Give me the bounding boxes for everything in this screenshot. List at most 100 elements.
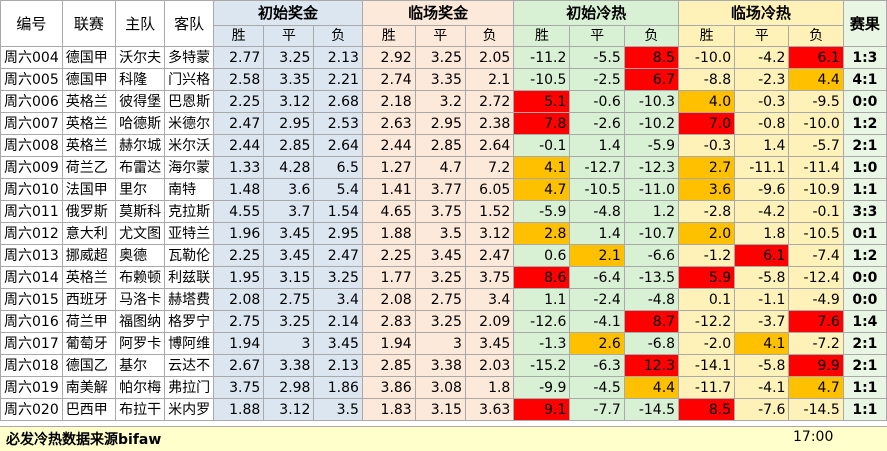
cell-live-heat-win: 0.1 xyxy=(678,288,736,311)
cell-init-odds-lose: 2.47 xyxy=(313,244,363,267)
header-init-draw: 平 xyxy=(263,25,315,47)
cell-live-odds-win: 1.88 xyxy=(361,222,416,245)
cell-result: 4:1 xyxy=(842,68,887,91)
cell-init-odds-lose: 2.14 xyxy=(313,310,363,333)
cell-live-odds-draw: 3.08 xyxy=(414,376,466,399)
cell-init-heat-draw: 2.1 xyxy=(569,244,625,267)
cell-live-heat-draw: -1.1 xyxy=(734,288,790,311)
cell-id: 周六006 xyxy=(0,90,63,113)
cell-live-odds-lose: 2.47 xyxy=(464,244,515,267)
cell-init-heat-draw: -0.6 xyxy=(569,90,625,113)
table-row: 周六017 葡萄牙 阿罗卡 博阿维 1.94 3 3.45 1.94 3 3.45 -1.3 2.6-… xyxy=(0,332,887,355)
footer-bar: 必发冷热数据来源bifaw 17:00 xyxy=(0,426,887,451)
cell-live-odds-draw: 4.7 xyxy=(414,156,466,179)
table-row: 周六012 意大利 尤文图 亚特兰 1.96 3.45 2.95 1.88 3.5 3.12 2.8… xyxy=(0,222,887,245)
cell-init-heat-draw: -10.5 xyxy=(569,178,625,201)
cell-init-odds-win: 1.48 xyxy=(213,178,265,201)
cell-init-odds-draw: 3.45 xyxy=(263,244,315,267)
cell-result: 1:2 xyxy=(842,112,887,135)
cell-init-heat-draw: -5.5 xyxy=(569,46,625,69)
cell-init-heat-lose: 6.7 xyxy=(623,68,680,91)
cell-live-heat-draw: -3.7 xyxy=(734,310,790,333)
header-row-sub: 胜 平 负 胜 平 负 胜 平 负 胜 平 负 xyxy=(1,25,887,47)
cell-live-heat-win: -2.0 xyxy=(678,332,736,355)
cell-live-odds-draw: 3.45 xyxy=(414,244,466,267)
cell-live-odds-draw: 2.75 xyxy=(414,288,466,311)
cell-away: 利兹联 xyxy=(164,266,215,289)
table-row: 周六013 挪威超 奥德 瓦勒伦 2.25 3.45 2.47 2.25 3.45 2.47 0.6… xyxy=(0,244,887,267)
cell-id: 周六020 xyxy=(0,398,63,421)
header-iheat-win: 胜 xyxy=(513,25,571,47)
cell-init-odds-draw: 3.15 xyxy=(263,266,315,289)
cell-result: 2:1 xyxy=(842,354,887,377)
cell-league: 西班牙 xyxy=(61,288,117,311)
cell-live-heat-lose: -7.4 xyxy=(788,244,844,267)
cell-league: 巴西甲 xyxy=(61,398,117,421)
cell-away: 云达不 xyxy=(164,354,215,377)
cell-result: 1:4 xyxy=(842,310,887,333)
cell-result: 0:1 xyxy=(842,222,887,245)
header-iheat-lose: 负 xyxy=(623,25,680,47)
cell-league: 英格兰 xyxy=(61,266,117,289)
cell-live-heat-win: -8.8 xyxy=(678,68,736,91)
cell-init-heat-win: 1.1 xyxy=(513,288,571,311)
cell-init-odds-lose: 2.13 xyxy=(313,46,363,69)
cell-live-odds-lose: 3.4 xyxy=(464,288,515,311)
cell-away: 弗拉门 xyxy=(164,376,215,399)
table-row: 周六014 英格兰 布赖顿 利兹联 1.95 3.15 3.25 1.77 3.25 3.75 8.… xyxy=(0,266,887,289)
cell-live-odds-lose: 2.09 xyxy=(464,310,515,333)
cell-live-odds-lose: 6.05 xyxy=(464,178,515,201)
cell-live-odds-draw: 2.85 xyxy=(414,134,466,157)
cell-result: 1:1 xyxy=(842,178,887,201)
cell-init-odds-win: 1.96 xyxy=(213,222,265,245)
cell-home: 哈德斯 xyxy=(115,112,166,135)
cell-league: 法国甲 xyxy=(61,178,117,201)
cell-id: 周六013 xyxy=(0,244,63,267)
cell-result: 1:1 xyxy=(842,398,887,421)
header-home: 主队 xyxy=(115,0,166,47)
footer-time: 17:00 xyxy=(793,429,834,445)
cell-live-heat-draw: -7.6 xyxy=(734,398,790,421)
cell-home: 尤文图 xyxy=(115,222,166,245)
cell-init-odds-win: 2.47 xyxy=(213,112,265,135)
cell-home: 基尔 xyxy=(115,354,166,377)
cell-live-heat-draw: 1.4 xyxy=(734,134,790,157)
cell-home: 福图纳 xyxy=(115,310,166,333)
cell-result: 3:3 xyxy=(842,200,887,223)
header-live-draw: 平 xyxy=(414,25,466,47)
cell-league: 俄罗斯 xyxy=(61,200,117,223)
cell-live-odds-lose: 1.8 xyxy=(464,376,515,399)
cell-league: 德国甲 xyxy=(61,68,117,91)
cell-init-heat-draw: -6.3 xyxy=(569,354,625,377)
cell-result: 1:2 xyxy=(842,244,887,267)
cell-live-heat-lose: -4.9 xyxy=(788,288,844,311)
cell-live-odds-win: 2.83 xyxy=(361,310,416,333)
cell-result: 1:1 xyxy=(842,376,887,399)
table-row: 周六019 南美解 帕尔梅 弗拉门 3.75 2.98 1.86 3.86 3.08 1.8 -9.… xyxy=(0,376,887,399)
cell-init-heat-draw: -4.5 xyxy=(569,376,625,399)
cell-live-odds-lose: 2.72 xyxy=(464,90,515,113)
cell-init-odds-lose: 3.4 xyxy=(313,288,363,311)
cell-live-odds-draw: 3.25 xyxy=(414,310,466,333)
cell-league: 挪威超 xyxy=(61,244,117,267)
header-lheat-lose: 负 xyxy=(788,25,844,47)
cell-live-heat-draw: -9.6 xyxy=(734,178,790,201)
cell-id: 周六015 xyxy=(0,288,63,311)
cell-id: 周六017 xyxy=(0,332,63,355)
cell-live-odds-lose: 2.38 xyxy=(464,112,515,135)
cell-init-odds-lose: 3.5 xyxy=(313,398,363,421)
cell-live-odds-win: 1.77 xyxy=(361,266,416,289)
cell-init-heat-win: -11.2 xyxy=(513,46,571,69)
cell-live-heat-draw: -4.1 xyxy=(734,376,790,399)
cell-live-odds-win: 2.92 xyxy=(361,46,416,69)
cell-init-heat-draw: -4.1 xyxy=(569,310,625,333)
header-away: 客队 xyxy=(164,0,215,47)
cell-live-heat-win: -11.7 xyxy=(678,376,736,399)
cell-live-odds-win: 2.63 xyxy=(361,112,416,135)
cell-id: 周六018 xyxy=(0,354,63,377)
cell-live-odds-lose: 3.45 xyxy=(464,332,515,355)
header-live-lose: 负 xyxy=(464,25,515,47)
cell-away: 米内罗 xyxy=(164,398,215,421)
cell-home: 布赖顿 xyxy=(115,266,166,289)
header-live-heat: 临场冷热 xyxy=(678,0,844,26)
